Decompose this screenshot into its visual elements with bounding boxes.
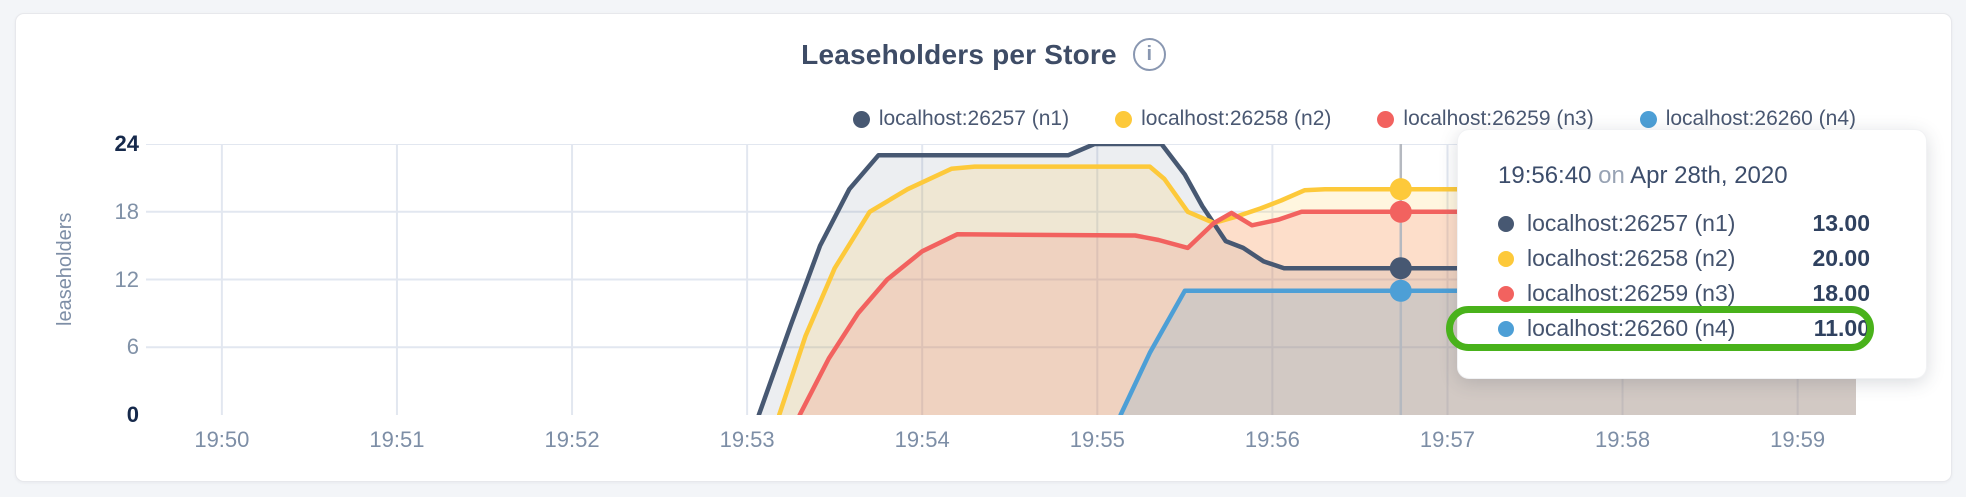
y-tick-label: 0 bbox=[126, 402, 139, 427]
tooltip-series-value: 20.00 bbox=[1812, 245, 1870, 271]
tooltip-row-n1: localhost:26257 (n1) 13.00 bbox=[1498, 206, 1870, 241]
x-tick-label: 19:57 bbox=[1419, 427, 1475, 452]
x-tick-label: 19:59 bbox=[1770, 427, 1826, 452]
legend-dot bbox=[1115, 110, 1133, 128]
hover-dot-n1 bbox=[1389, 257, 1412, 280]
chart-title: Leaseholders per Store bbox=[801, 38, 1117, 70]
x-tick-label: 19:55 bbox=[1069, 427, 1125, 452]
x-tick-label: 19:50 bbox=[194, 427, 250, 452]
series-dot bbox=[1498, 285, 1514, 302]
legend-label: localhost:26260 (n4) bbox=[1665, 107, 1856, 130]
x-tick-label: 19:56 bbox=[1244, 427, 1300, 452]
series-dot bbox=[1498, 320, 1514, 337]
legend: localhost:26257 (n1) localhost:26258 (n2)… bbox=[852, 107, 1856, 131]
legend-label: localhost:26258 (n2) bbox=[1141, 107, 1332, 130]
legend-dot bbox=[852, 110, 870, 128]
legend-item-n3[interactable]: localhost:26259 (n3) bbox=[1377, 107, 1594, 131]
legend-item-n2[interactable]: localhost:26258 (n2) bbox=[1115, 107, 1331, 131]
tooltip-series-name: localhost:26258 (n2) bbox=[1527, 245, 1736, 271]
y-tick-label: 6 bbox=[126, 334, 139, 360]
legend-label: localhost:26259 (n3) bbox=[1403, 107, 1594, 130]
series-dot bbox=[1498, 215, 1514, 232]
y-axis-title: leaseholders bbox=[54, 212, 76, 326]
x-tick-label: 19:52 bbox=[544, 427, 600, 452]
hover-dot-n2 bbox=[1389, 178, 1412, 201]
tooltip-series-name: localhost:26259 (n3) bbox=[1527, 280, 1736, 306]
x-tick-label: 19:54 bbox=[894, 427, 950, 452]
tooltip-conjunction: on bbox=[1598, 162, 1625, 189]
y-tick-label: 18 bbox=[114, 198, 139, 224]
tooltip-series-value: 18.00 bbox=[1812, 280, 1870, 306]
y-tick-label: 24 bbox=[114, 131, 139, 156]
tooltip-series-value: 11.00 bbox=[1813, 315, 1870, 341]
tooltip-series-name: localhost:26260 (n4) bbox=[1527, 315, 1736, 341]
x-tick-label: 19:58 bbox=[1595, 427, 1651, 452]
tooltip-row-n3: localhost:26259 (n3) 18.00 bbox=[1498, 276, 1870, 311]
series-line-n1 bbox=[756, 144, 1856, 415]
tooltip-rows: localhost:26257 (n1) 13.00 localhost:26258… bbox=[1498, 206, 1870, 346]
legend-dot bbox=[1639, 110, 1657, 128]
tooltip-date: Apr 28th, 2020 bbox=[1630, 162, 1788, 189]
tooltip-row-n2: localhost:26258 (n2) 20.00 bbox=[1498, 241, 1870, 276]
legend-dot bbox=[1377, 110, 1395, 128]
legend-item-n1[interactable]: localhost:26257 (n1) bbox=[852, 107, 1070, 131]
tooltip-series-name: localhost:26257 (n1) bbox=[1527, 210, 1736, 236]
x-tick-label: 19:53 bbox=[719, 427, 775, 452]
y-tick-label: 12 bbox=[114, 266, 139, 292]
tooltip-timestamp: 19:56:40 on Apr 28th, 2020 bbox=[1498, 160, 1870, 192]
info-icon[interactable]: i bbox=[1132, 38, 1166, 71]
legend-label: localhost:26257 (n1) bbox=[878, 107, 1070, 130]
series-line-n2 bbox=[776, 164, 1856, 415]
series-dot bbox=[1498, 250, 1514, 267]
chart-header: Leaseholders per Store i bbox=[16, 38, 1951, 71]
tooltip-row-n4: localhost:26260 (n4) 11.00 bbox=[1498, 311, 1870, 346]
series-line-n3 bbox=[797, 209, 1856, 415]
hover-dot-n3 bbox=[1389, 200, 1412, 223]
chart-card: Leaseholders per Store i localhost:26257… bbox=[15, 13, 1952, 482]
x-tick-label: 19:51 bbox=[369, 427, 425, 452]
legend-item-n4[interactable]: localhost:26260 (n4) bbox=[1639, 107, 1856, 131]
hover-tooltip: 19:56:40 on Apr 28th, 2020 localhost:262… bbox=[1457, 129, 1927, 379]
tooltip-time: 19:56:40 bbox=[1498, 162, 1592, 189]
hover-dot-n4 bbox=[1389, 279, 1412, 302]
tooltip-series-value: 13.00 bbox=[1812, 210, 1870, 236]
